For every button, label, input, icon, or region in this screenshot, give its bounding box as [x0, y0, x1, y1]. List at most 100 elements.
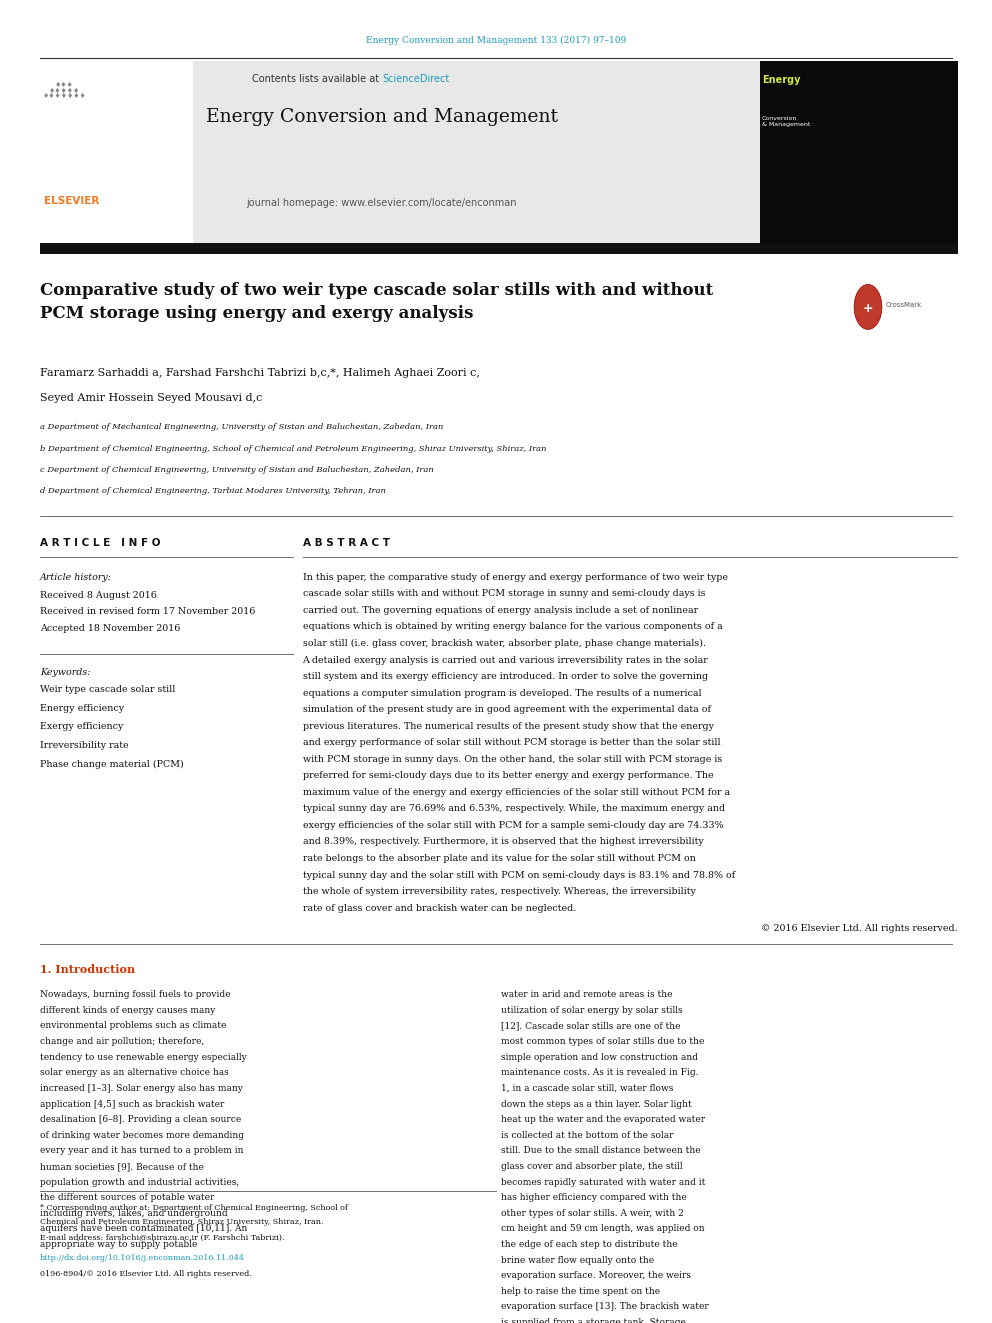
Text: population growth and industrial activities,: population growth and industrial activit… [40, 1177, 239, 1187]
Text: environmental problems such as climate: environmental problems such as climate [40, 1021, 226, 1031]
Text: Received in revised form 17 November 2016: Received in revised form 17 November 201… [40, 607, 255, 617]
Text: 1, in a cascade solar still, water flows: 1, in a cascade solar still, water flows [501, 1084, 674, 1093]
Ellipse shape [854, 284, 882, 329]
Text: solar still (i.e. glass cover, brackish water, absorber plate, phase change mate: solar still (i.e. glass cover, brackish … [303, 639, 705, 648]
Text: the edge of each step to distribute the: the edge of each step to distribute the [501, 1240, 678, 1249]
Text: © 2016 Elsevier Ltd. All rights reserved.: © 2016 Elsevier Ltd. All rights reserved… [761, 923, 957, 933]
Text: Faramarz Sarhaddi a, Farshad Farshchi Tabrizi b,c,*, Halimeh Aghaei Zoori c,: Faramarz Sarhaddi a, Farshad Farshchi Ta… [40, 368, 479, 378]
Text: b Department of Chemical Engineering, School of Chemical and Petroleum Engineeri: b Department of Chemical Engineering, Sc… [40, 445, 547, 452]
Text: simple operation and low construction and: simple operation and low construction an… [501, 1053, 698, 1062]
Text: utilization of solar energy by solar stills: utilization of solar energy by solar sti… [501, 1005, 682, 1015]
Text: down the steps as a thin layer. Solar light: down the steps as a thin layer. Solar li… [501, 1099, 691, 1109]
Text: [12]. Cascade solar stills are one of the: [12]. Cascade solar stills are one of th… [501, 1021, 681, 1031]
Text: glass cover and absorber plate, the still: glass cover and absorber plate, the stil… [501, 1162, 682, 1171]
Text: c Department of Chemical Engineering, University of Sistan and Baluchestan, Zahe: c Department of Chemical Engineering, Un… [40, 466, 434, 474]
Text: Comparative study of two weir type cascade solar stills with and without
PCM sto: Comparative study of two weir type casca… [40, 282, 713, 321]
Text: cm height and 59 cm length, was applied on: cm height and 59 cm length, was applied … [501, 1225, 704, 1233]
Text: Energy Conversion and Management 133 (2017) 97–109: Energy Conversion and Management 133 (20… [366, 36, 626, 45]
Text: heat up the water and the evaporated water: heat up the water and the evaporated wat… [501, 1115, 705, 1125]
Text: different kinds of energy causes many: different kinds of energy causes many [40, 1005, 215, 1015]
Text: still system and its exergy efficiency are introduced. In order to solve the gov: still system and its exergy efficiency a… [303, 672, 707, 681]
Text: ♦♦♦
♦♦♦♦♦
♦♦♦♦♦♦♦: ♦♦♦ ♦♦♦♦♦ ♦♦♦♦♦♦♦ [43, 82, 86, 99]
Text: and exergy performance of solar still without PCM storage is better than the sol: and exergy performance of solar still wi… [303, 738, 720, 747]
Text: 0196-8904/© 2016 Elsevier Ltd. All rights reserved.: 0196-8904/© 2016 Elsevier Ltd. All right… [40, 1270, 251, 1278]
Text: is supplied from a storage tank. Storage: is supplied from a storage tank. Storage [501, 1318, 685, 1323]
Text: A detailed exergy analysis is carried out and various irreversibility rates in t: A detailed exergy analysis is carried ou… [303, 656, 708, 664]
Text: equations which is obtained by writing energy balance for the various components: equations which is obtained by writing e… [303, 623, 722, 631]
Text: * Corresponding author at: Department of Chemical Engineering, School of: * Corresponding author at: Department of… [40, 1204, 347, 1212]
Text: CrossMark: CrossMark [886, 302, 923, 308]
Text: previous literatures. The numerical results of the present study show that the e: previous literatures. The numerical resu… [303, 722, 713, 730]
Bar [760, 61, 958, 249]
Text: Phase change material (PCM): Phase change material (PCM) [40, 759, 184, 769]
Text: Nowadays, burning fossil fuels to provide: Nowadays, burning fossil fuels to provid… [40, 990, 230, 999]
Text: a Department of Mechanical Engineering, University of Sistan and Baluchestan, Za: a Department of Mechanical Engineering, … [40, 423, 443, 431]
Text: E-mail address: farshchi@shirazu.ac.ir (F. Farshchi Tabrizi).: E-mail address: farshchi@shirazu.ac.ir (… [40, 1233, 284, 1241]
Text: Energy Conversion and Management: Energy Conversion and Management [206, 108, 558, 127]
Text: evaporation surface [13]. The brackish water: evaporation surface [13]. The brackish w… [501, 1302, 708, 1311]
Text: evaporation surface. Moreover, the weirs: evaporation surface. Moreover, the weirs [501, 1271, 691, 1281]
Text: 1. Introduction: 1. Introduction [40, 963, 135, 975]
Text: change and air pollution; therefore,: change and air pollution; therefore, [40, 1037, 204, 1046]
Text: In this paper, the comparative study of energy and exergy performance of two wei: In this paper, the comparative study of … [303, 573, 727, 582]
Text: exergy efficiencies of the solar still with PCM for a sample semi-cloudy day are: exergy efficiencies of the solar still w… [303, 820, 723, 830]
Bar [40, 243, 958, 254]
Text: journal homepage: www.elsevier.com/locate/enconman: journal homepage: www.elsevier.com/locat… [247, 198, 517, 209]
Text: Energy efficiency: Energy efficiency [40, 704, 124, 713]
Text: human societies [9]. Because of the: human societies [9]. Because of the [40, 1162, 203, 1171]
Text: of drinking water becomes more demanding: of drinking water becomes more demanding [40, 1131, 244, 1140]
Text: simulation of the present study are in good agreement with the experimental data: simulation of the present study are in g… [303, 705, 710, 714]
Text: the whole of system irreversibility rates, respectively. Whereas, the irreversib: the whole of system irreversibility rate… [303, 886, 695, 896]
Text: ELSEVIER: ELSEVIER [44, 196, 99, 206]
Text: Energy: Energy [762, 75, 801, 86]
Text: Contents lists available at: Contents lists available at [252, 74, 382, 85]
Text: application [4,5] such as brackish water: application [4,5] such as brackish water [40, 1099, 224, 1109]
Text: carried out. The governing equations of energy analysis include a set of nonline: carried out. The governing equations of … [303, 606, 697, 615]
Text: becomes rapidly saturated with water and it: becomes rapidly saturated with water and… [501, 1177, 705, 1187]
Text: increased [1–3]. Solar energy also has many: increased [1–3]. Solar energy also has m… [40, 1084, 243, 1093]
Text: Received 8 August 2016: Received 8 August 2016 [40, 591, 157, 601]
Bar [40, 61, 760, 249]
Text: help to raise the time spent on the: help to raise the time spent on the [501, 1287, 660, 1297]
Text: has higher efficiency compared with the: has higher efficiency compared with the [501, 1193, 686, 1203]
Text: A B S T R A C T: A B S T R A C T [303, 538, 390, 549]
Text: maintenance costs. As it is revealed in Fig.: maintenance costs. As it is revealed in … [501, 1069, 698, 1077]
Text: A R T I C L E   I N F O: A R T I C L E I N F O [40, 538, 160, 549]
Text: Weir type cascade solar still: Weir type cascade solar still [40, 685, 175, 695]
Text: rate of glass cover and brackish water can be neglected.: rate of glass cover and brackish water c… [303, 904, 575, 913]
Text: appropriate way to supply potable: appropriate way to supply potable [40, 1240, 197, 1249]
Text: tendency to use renewable energy especially: tendency to use renewable energy especia… [40, 1053, 246, 1062]
Text: with PCM storage in sunny days. On the other hand, the solar still with PCM stor: with PCM storage in sunny days. On the o… [303, 754, 722, 763]
Text: most common types of solar stills due to the: most common types of solar stills due to… [501, 1037, 704, 1046]
Text: ScienceDirect: ScienceDirect [382, 74, 449, 85]
Text: typical sunny day are 76.69% and 6.53%, respectively. While, the maximum energy : typical sunny day are 76.69% and 6.53%, … [303, 804, 725, 814]
Text: including rivers, lakes, and underground: including rivers, lakes, and underground [40, 1209, 227, 1218]
Text: Accepted 18 November 2016: Accepted 18 November 2016 [40, 624, 181, 634]
Text: and 8.39%, respectively. Furthermore, it is observed that the highest irreversib: and 8.39%, respectively. Furthermore, it… [303, 837, 703, 847]
Text: +: + [863, 302, 873, 315]
Text: solar energy as an alternative choice has: solar energy as an alternative choice ha… [40, 1069, 228, 1077]
Text: Chemical and Petroleum Engineering, Shiraz University, Shiraz, Iran.: Chemical and Petroleum Engineering, Shir… [40, 1218, 323, 1226]
Text: Keywords:: Keywords: [40, 668, 90, 677]
Text: cascade solar stills with and without PCM storage in sunny and semi-cloudy days : cascade solar stills with and without PC… [303, 590, 705, 598]
Text: rate belongs to the absorber plate and its value for the solar still without PCM: rate belongs to the absorber plate and i… [303, 855, 695, 863]
Text: desalination [6–8]. Providing a clean source: desalination [6–8]. Providing a clean so… [40, 1115, 241, 1125]
Text: the different sources of potable water: the different sources of potable water [40, 1193, 214, 1203]
Bar [40, 61, 193, 249]
Text: maximum value of the energy and exergy efficiencies of the solar still without P: maximum value of the energy and exergy e… [303, 787, 730, 796]
Text: Seyed Amir Hossein Seyed Mousavi d,c: Seyed Amir Hossein Seyed Mousavi d,c [40, 393, 262, 404]
Text: Conversion
& Management: Conversion & Management [762, 116, 810, 127]
Text: Exergy efficiency: Exergy efficiency [40, 722, 123, 732]
Text: preferred for semi-cloudy days due to its better energy and exergy performance. : preferred for semi-cloudy days due to it… [303, 771, 713, 781]
Text: http://dx.doi.org/10.1016/j.enconman.2016.11.044: http://dx.doi.org/10.1016/j.enconman.201… [40, 1254, 245, 1262]
Text: other types of solar stills. A weir, with 2: other types of solar stills. A weir, wit… [501, 1209, 683, 1218]
Text: Article history:: Article history: [40, 573, 112, 582]
Text: typical sunny day and the solar still with PCM on semi-cloudy days is 83.1% and : typical sunny day and the solar still wi… [303, 871, 735, 880]
Text: aquifers have been contaminated [10,11]. An: aquifers have been contaminated [10,11].… [40, 1225, 247, 1233]
Text: brine water flow equally onto the: brine water flow equally onto the [501, 1256, 654, 1265]
Text: d Department of Chemical Engineering, Tarbiat Modares University, Tehran, Iran: d Department of Chemical Engineering, Ta… [40, 487, 386, 495]
Text: equations a computer simulation program is developed. The results of a numerical: equations a computer simulation program … [303, 688, 701, 697]
Text: every year and it has turned to a problem in: every year and it has turned to a proble… [40, 1146, 243, 1155]
Text: is collected at the bottom of the solar: is collected at the bottom of the solar [501, 1131, 674, 1140]
Text: still. Due to the small distance between the: still. Due to the small distance between… [501, 1146, 700, 1155]
